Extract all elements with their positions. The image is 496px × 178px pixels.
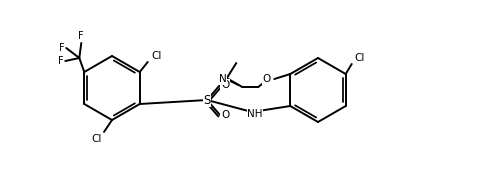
Text: F: F xyxy=(58,56,63,66)
Text: F: F xyxy=(59,43,64,53)
Text: Cl: Cl xyxy=(152,51,162,61)
Text: O: O xyxy=(221,110,229,120)
Text: Cl: Cl xyxy=(355,53,365,63)
Text: F: F xyxy=(78,31,84,41)
Text: S: S xyxy=(203,93,211,106)
Text: O: O xyxy=(221,80,229,90)
Text: NH: NH xyxy=(247,109,263,119)
Text: Cl: Cl xyxy=(92,134,102,144)
Text: N: N xyxy=(219,74,226,84)
Text: O: O xyxy=(262,74,270,84)
